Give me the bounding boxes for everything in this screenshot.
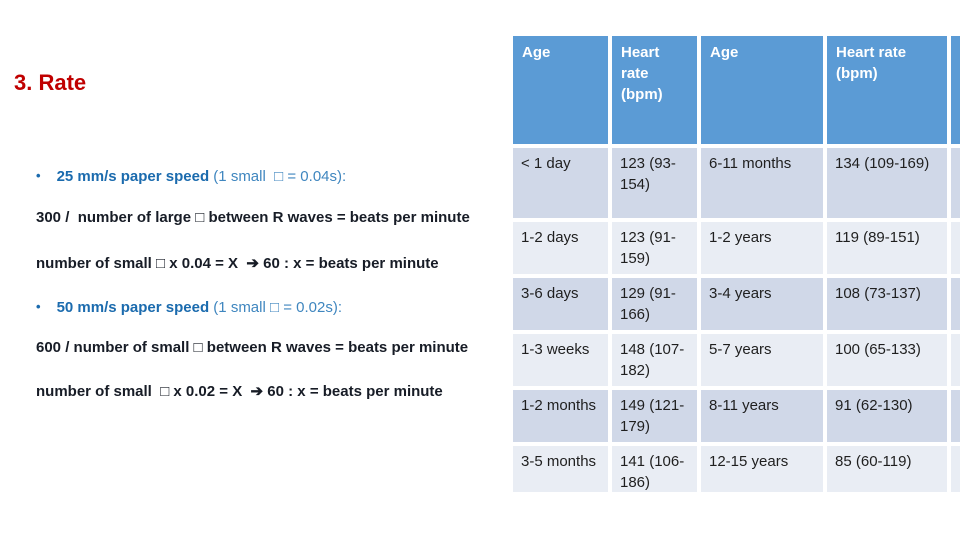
bullet-item-paper-speed-50: • 50 mm/s paper speed (1 small □ = 0.02s)…: [36, 299, 342, 316]
table-header-row: Age Heart rate (bpm) Age Heart rate (bpm…: [513, 36, 960, 144]
table-cell: 1-2 years: [701, 222, 823, 274]
bullet-item-paper-speed-25: • 25 mm/s paper speed (1 small □ = 0.04s)…: [36, 168, 346, 185]
table-row: 3-5 months 141 (106-186) 12-15 years 85 …: [513, 446, 960, 492]
table-cell: 85 (60-119): [827, 446, 947, 492]
table-row: 3-6 days 129 (91-166) 3-4 years 108 (73-…: [513, 278, 960, 330]
table-cell: 108 (73-137): [827, 278, 947, 330]
table-cell: 6-11 months: [701, 148, 823, 218]
table-cell: 12-15 years: [701, 446, 823, 492]
table-cell: 123 (91-159): [612, 222, 697, 274]
slide-title: 3. Rate: [14, 70, 87, 95]
table-row: 1-3 weeks 148 (107-182) 5-7 years 100 (6…: [513, 334, 960, 386]
bullet-marker: •: [36, 168, 41, 183]
table-cell: 129 (91-166): [612, 278, 697, 330]
heart-rate-table: Age Heart rate (bpm) Age Heart rate (bpm…: [509, 32, 960, 492]
table-sliver-cell: [951, 446, 960, 492]
table-cell: 123 (93-154): [612, 148, 697, 218]
table-cell: 3-6 days: [513, 278, 608, 330]
table-cell: < 1 day: [513, 148, 608, 218]
paper-speed-25-detail: (1 small □ = 0.04s):: [209, 168, 347, 185]
table-cell: 5-7 years: [701, 334, 823, 386]
header-heart-rate-1: Heart rate (bpm): [612, 36, 697, 144]
table-sliver-cell: [951, 390, 960, 442]
table-sliver-cell: [951, 334, 960, 386]
table-sliver-cell: [951, 278, 960, 330]
table-cell: 100 (65-133): [827, 334, 947, 386]
table-cell: 149 (121-179): [612, 390, 697, 442]
table-cell: 1-2 days: [513, 222, 608, 274]
table-row: 1-2 days 123 (91-159) 1-2 years 119 (89-…: [513, 222, 960, 274]
bullet-marker: •: [36, 299, 41, 314]
paper-speed-50-detail: (1 small □ = 0.02s):: [209, 299, 342, 316]
paper-speed-50-label: 50 mm/s paper speed: [56, 299, 210, 316]
table-cell: 91 (62-130): [827, 390, 947, 442]
table-row: 1-2 months 149 (121-179) 8-11 years 91 (…: [513, 390, 960, 442]
table-cell: 1-3 weeks: [513, 334, 608, 386]
table-cell: 1-2 months: [513, 390, 608, 442]
table-cell: 119 (89-151): [827, 222, 947, 274]
header-age-1: Age: [513, 36, 608, 144]
formula-small-squares-50b: number of small □ x 0.02 = X ➔ 60 : x = …: [36, 383, 443, 400]
formula-large-squares-25: 300 / number of large □ between R waves …: [36, 209, 470, 226]
table-cell: 3-4 years: [701, 278, 823, 330]
formula-small-squares-25: number of small □ x 0.04 = X ➔ 60 : x = …: [36, 255, 439, 272]
table-sliver-cell: [951, 222, 960, 274]
table-cell: 141 (106-186): [612, 446, 697, 492]
header-age-2: Age: [701, 36, 823, 144]
table-cell: 134 (109-169): [827, 148, 947, 218]
table-cell: 8-11 years: [701, 390, 823, 442]
table-sliver-cell: [951, 148, 960, 218]
header-heart-rate-2: Heart rate (bpm): [827, 36, 947, 144]
table-cell: 148 (107-182): [612, 334, 697, 386]
paper-speed-25-label: 25 mm/s paper speed: [56, 168, 210, 185]
heart-rate-table-wrap: Age Heart rate (bpm) Age Heart rate (bpm…: [509, 32, 960, 492]
table-cell: 3-5 months: [513, 446, 608, 492]
table-row: < 1 day 123 (93-154) 6-11 months 134 (10…: [513, 148, 960, 218]
header-clipped-sliver: [951, 36, 960, 144]
formula-small-squares-50: 600 / number of small □ between R waves …: [36, 339, 469, 356]
